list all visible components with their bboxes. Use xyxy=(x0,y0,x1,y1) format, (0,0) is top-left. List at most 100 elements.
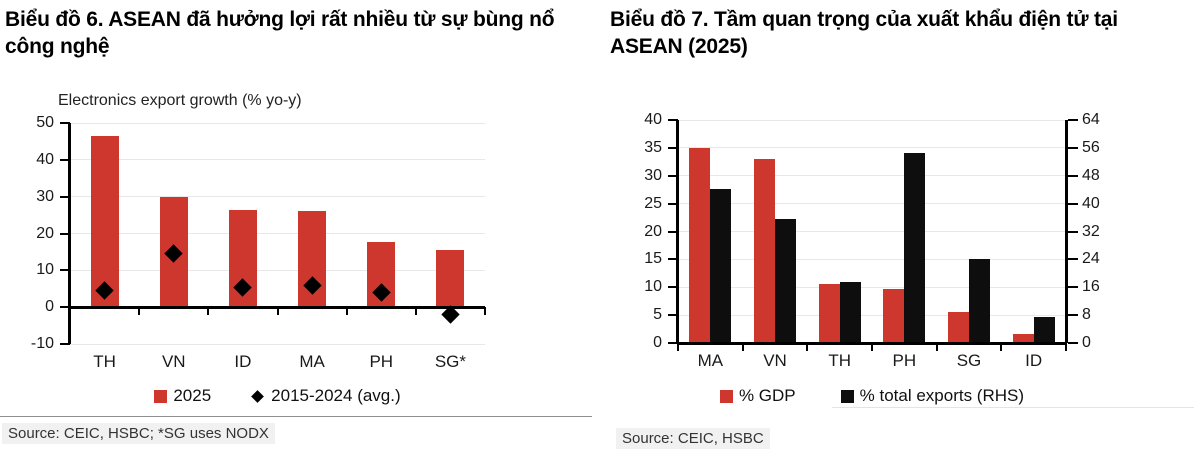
chart7-legend-item-exports: % total exports (RHS) xyxy=(840,386,1025,406)
x-tick xyxy=(741,343,744,351)
x-tick xyxy=(677,343,679,351)
y-axis-right xyxy=(1065,120,1068,343)
divider-line-faint xyxy=(832,407,1194,408)
y-tick-right xyxy=(1068,202,1078,205)
y-tick-label-right: 48 xyxy=(1082,166,1100,184)
category-label: VN xyxy=(161,352,186,371)
y-tick xyxy=(668,146,678,149)
chart6-legend: 2025 2015-2024 (avg.) xyxy=(70,386,485,406)
chart6-legend-2025-label: 2025 xyxy=(173,386,212,405)
y-tick-label: 40 xyxy=(36,150,54,168)
y-tick-right xyxy=(1068,230,1078,233)
bar-red xyxy=(1012,333,1034,343)
x-tick xyxy=(345,307,348,316)
y-tick xyxy=(60,158,70,161)
gridline xyxy=(70,233,485,234)
y-tick xyxy=(668,174,678,177)
gridline xyxy=(678,314,1066,316)
y-tick-label-right: 32 xyxy=(1082,222,1100,240)
bar-red xyxy=(90,135,119,308)
chart6-legend-item-avg: 2015-2024 (avg.) xyxy=(251,386,401,406)
chart7-source: Source: CEIC, HSBC xyxy=(616,428,770,449)
gridline xyxy=(70,269,485,271)
y-tick-label: 50 xyxy=(36,114,54,131)
gridline xyxy=(678,231,1066,232)
category-label: ID xyxy=(1025,351,1043,370)
category-label: MA xyxy=(299,352,325,371)
y-tick-label: 35 xyxy=(644,138,662,156)
y-tick-right xyxy=(1068,258,1078,261)
x-tick xyxy=(276,307,279,316)
y-tick-label: 40 xyxy=(644,111,662,128)
y-tick xyxy=(60,343,70,345)
chart6-heading: Biểu đồ 6. ASEAN đã hưởng lợi rất nhiều … xyxy=(5,8,555,58)
black-square-icon xyxy=(840,389,854,403)
x-tick xyxy=(484,307,486,316)
category-label: PH xyxy=(892,351,917,370)
bar-red xyxy=(754,159,775,343)
y-tick-label-right: 8 xyxy=(1082,306,1091,324)
chart7-plot: 0 5 10 15 20 25 30 35 40 0 8 16 24 32 40 48 56 64 MA VN TH PH… xyxy=(644,111,1100,370)
x-tick xyxy=(935,343,938,351)
y-tick xyxy=(668,286,678,289)
y-tick xyxy=(60,122,70,124)
category-label: TH xyxy=(93,352,116,371)
x-tick xyxy=(806,343,809,351)
y-tick-label-right: 56 xyxy=(1082,138,1100,156)
y-tick-label: -10 xyxy=(30,335,54,352)
y-tick-right xyxy=(1068,119,1078,121)
x-tick xyxy=(1065,343,1067,351)
gridline xyxy=(678,286,1066,288)
chart6-legend-item-2025: 2025 xyxy=(154,386,211,406)
category-label: SG xyxy=(956,351,982,370)
gridline xyxy=(678,258,1066,260)
y-tick-right xyxy=(1068,342,1078,344)
y-tick-label-right: 64 xyxy=(1082,111,1100,128)
category-label: TH xyxy=(828,351,851,370)
x-tick xyxy=(207,307,210,316)
red-square-icon xyxy=(154,389,168,403)
y-tick xyxy=(668,342,678,344)
chart7-legend-exports-label: % total exports (RHS) xyxy=(859,386,1025,405)
y-tick-label-right: 0 xyxy=(1082,334,1091,351)
y-tick xyxy=(60,269,70,272)
chart7-legend-item-gdp: % GDP xyxy=(719,386,796,406)
category-label: MA xyxy=(697,351,724,370)
bar-black xyxy=(839,281,861,343)
red-square-icon xyxy=(719,389,733,403)
chart6-legend-avg-label: 2015-2024 (avg.) xyxy=(271,386,401,405)
chart6-axis-title: Electronics export growth (% yo-y) xyxy=(58,92,302,109)
gridline xyxy=(678,147,1066,149)
bar-black xyxy=(904,153,926,343)
chart7-legend-gdp-label: % GDP xyxy=(738,386,796,405)
y-tick-label: 5 xyxy=(653,306,662,324)
bar-red xyxy=(948,312,969,343)
y-tick xyxy=(668,258,678,261)
y-tick-label: 0 xyxy=(653,334,662,351)
gridline xyxy=(70,122,485,124)
chart7-panel: Biểu đồ 7. Tầm quan trọng của xuất khẩu … xyxy=(600,0,1200,459)
y-tick xyxy=(668,314,678,317)
x-tick xyxy=(138,307,141,316)
y-tick xyxy=(60,306,70,309)
gridline xyxy=(70,196,485,198)
gridline xyxy=(70,159,485,161)
bar-black xyxy=(710,188,732,343)
category-label: SG* xyxy=(434,352,466,371)
bar-red xyxy=(436,250,465,308)
y-tick-label: 30 xyxy=(36,187,54,205)
chart6-source: Source: CEIC, HSBC; *SG uses NODX xyxy=(2,423,275,444)
gridline xyxy=(70,343,485,345)
y-tick-label-right: 24 xyxy=(1082,250,1100,268)
y-tick xyxy=(668,119,678,121)
y-tick xyxy=(60,195,70,198)
bar-black xyxy=(969,258,990,343)
chart6-plot: -10 0 10 20 30 40 50 TH VN ID MA PH SG* xyxy=(31,114,486,371)
y-tick-label: 25 xyxy=(644,194,662,212)
y-tick-right xyxy=(1068,286,1078,289)
category-label: PH xyxy=(369,352,394,371)
y-tick xyxy=(60,232,70,235)
bar-red xyxy=(883,289,905,343)
y-tick-label-right: 40 xyxy=(1082,194,1100,212)
